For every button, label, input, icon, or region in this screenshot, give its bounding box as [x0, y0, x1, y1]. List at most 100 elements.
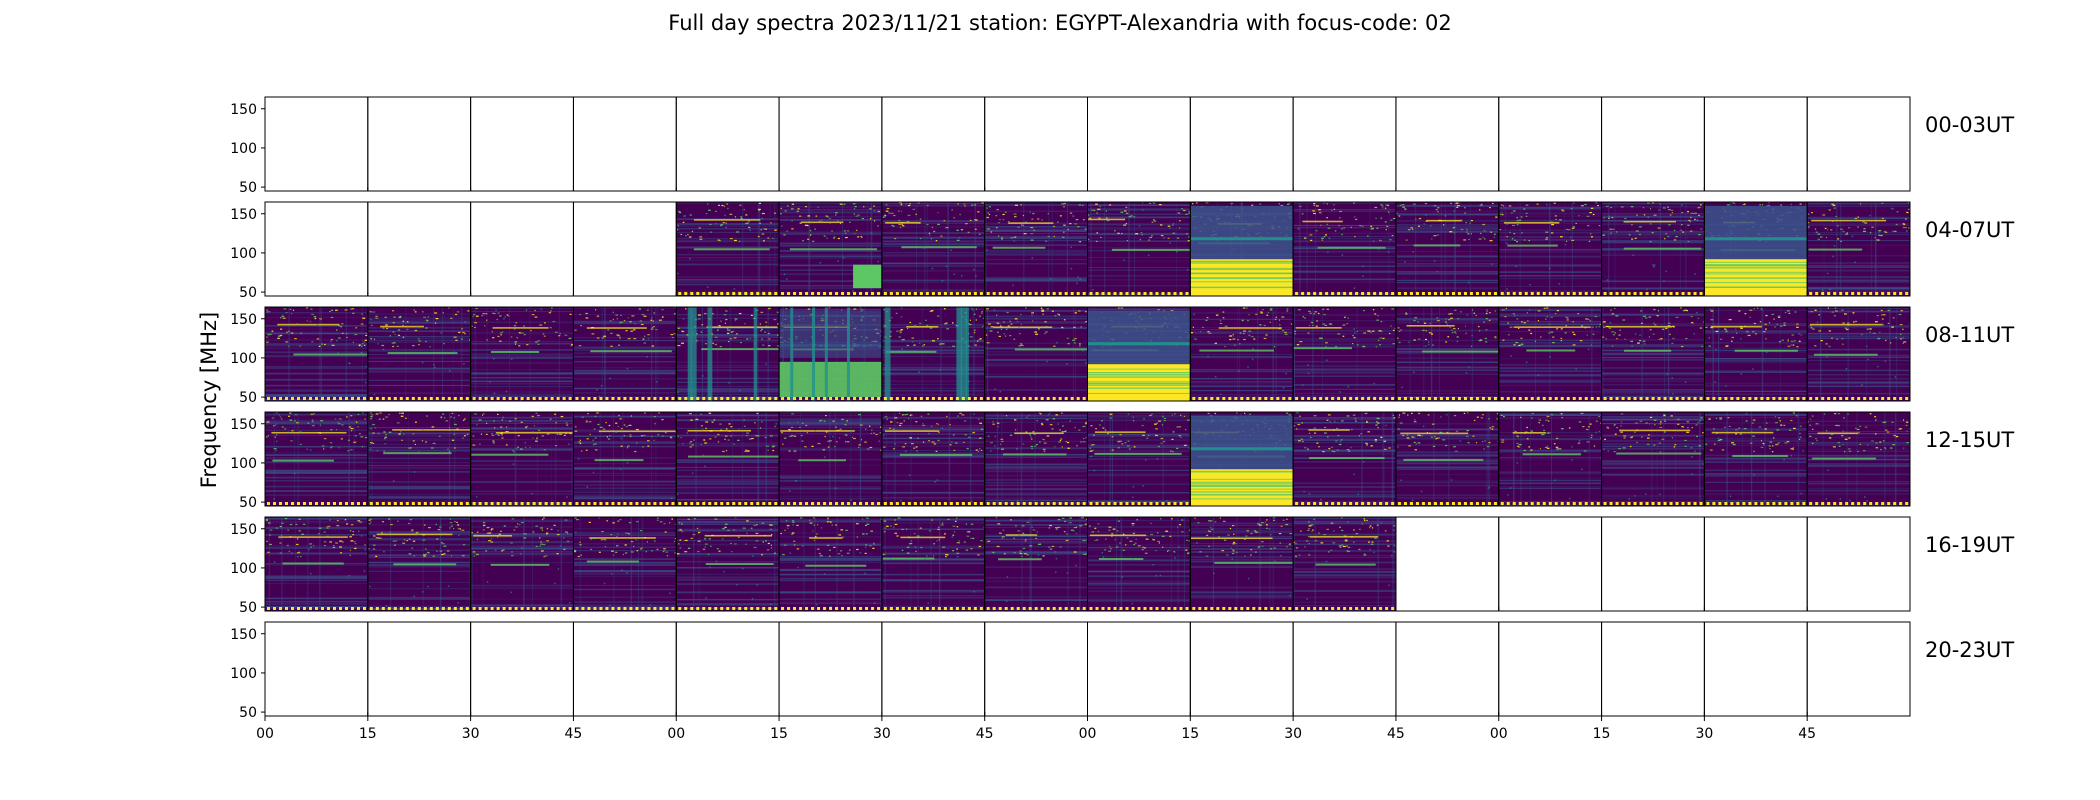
spectrum-panel [1190, 517, 1294, 611]
spectrum-panel [573, 307, 677, 401]
spectrum-panel [1704, 412, 1808, 506]
spectrum-panel [881, 307, 985, 401]
spectra-row: 150 100 50 00-03UT [230, 96, 2014, 196]
panel-frame [1189, 96, 1294, 192]
spectrum-panel [265, 517, 368, 611]
panel-frame [1087, 621, 1191, 717]
panel-frame [1498, 516, 1603, 612]
x-tick-label: 00 [1490, 726, 1508, 742]
spectrum-panel [1395, 202, 1499, 296]
panel-frame [881, 96, 986, 192]
panel-frame [1703, 96, 1808, 192]
y-tick-label: 50 [239, 285, 257, 301]
spectrum-panel [1498, 307, 1602, 401]
x-tick-label: 45 [1387, 726, 1405, 742]
row-time-label: 00-03UT [1925, 113, 2014, 137]
spectrum-panel [881, 202, 985, 296]
panel-frame [1601, 516, 1705, 612]
spectrum-panel [1395, 412, 1499, 506]
panel-frame [470, 96, 574, 192]
y-tick-label: 100 [230, 141, 257, 157]
panel-frame [1498, 621, 1603, 717]
x-tick-label: 45 [976, 726, 994, 742]
row-time-label: 08-11UT [1925, 323, 2014, 347]
y-tick-label: 150 [230, 627, 257, 643]
spectrum-panel [265, 307, 368, 401]
panel-frame [1087, 96, 1191, 192]
row-time-label: 16-19UT [1925, 533, 2014, 557]
row-time-label: 20-23UT [1925, 638, 2014, 662]
panel-frame [1703, 516, 1808, 612]
spectrum-panel [676, 307, 780, 401]
spectra-row: 150 100 50 16-19UT [230, 516, 2014, 616]
spectrum-panel [265, 412, 368, 506]
panel-frame [572, 621, 677, 717]
spectrum-panel [779, 307, 882, 401]
spectrum-panel [676, 412, 780, 506]
spectrum-panel [1601, 412, 1705, 506]
x-tick-label: 15 [1181, 726, 1199, 742]
chart-title: Full day spectra 2023/11/21 station: EGY… [668, 11, 1451, 35]
panel-frame [675, 621, 780, 717]
y-tick-label: 50 [239, 705, 257, 721]
spectrum-panel [573, 412, 677, 506]
panel-frame [1292, 621, 1397, 717]
panel-frame [984, 96, 1088, 192]
x-tick-label: 30 [462, 726, 480, 742]
panel-frame [367, 96, 472, 192]
spectrum-panel [1087, 517, 1191, 611]
y-tick-label: 150 [230, 312, 257, 328]
spectrum-panel [1293, 307, 1396, 401]
spectrum-panel [1087, 202, 1191, 296]
spectrum-panel [1704, 307, 1808, 401]
x-tick-label: 00 [667, 726, 685, 742]
y-tick-label: 50 [239, 495, 257, 511]
panel-frame [264, 621, 369, 717]
panel-frame [778, 621, 883, 717]
x-tick-label: 30 [873, 726, 891, 742]
y-tick-label: 50 [239, 180, 257, 196]
spectrum-panel [779, 202, 882, 296]
y-tick-label: 150 [230, 522, 257, 538]
spectrum-panel [779, 412, 882, 506]
row-time-label: 04-07UT [1925, 218, 2014, 242]
spectrum-panel [1087, 307, 1191, 401]
spectrum-panel [1601, 307, 1705, 401]
panel-frame [367, 201, 472, 297]
panel-frame [1806, 96, 1911, 192]
spectrum-panel [1498, 412, 1602, 506]
spectrum-panel [470, 517, 574, 611]
spectrum-panel [470, 307, 574, 401]
spectrum-panel [1087, 412, 1191, 506]
spectrum-panel [984, 517, 1088, 611]
x-tick-label: 45 [1798, 726, 1816, 742]
x-tick-label: 15 [359, 726, 377, 742]
x-axis-ticks: 00 15 30 45 00 15 30 45 00 15 30 45 00 15 30 45 [256, 716, 1816, 742]
spectrum-panel [1190, 202, 1294, 296]
spectrum-panel [1807, 412, 1910, 506]
spectrum-panel [367, 412, 471, 506]
spectrum-panel [779, 517, 882, 611]
panel-frame [1806, 516, 1911, 612]
x-tick-label: 30 [1695, 726, 1713, 742]
spectrum-panel [984, 412, 1088, 506]
y-tick-label: 150 [230, 102, 257, 118]
panel-frame [1806, 201, 1911, 297]
y-tick-label: 150 [230, 207, 257, 223]
y-tick-label: 50 [239, 600, 257, 616]
spectrum-panel [367, 517, 471, 611]
panel-frame [1601, 621, 1705, 717]
spectra-row: 150 100 50 04-07UT [230, 201, 2014, 301]
spectrum-panel [1190, 307, 1294, 401]
spectrum-panel [1498, 202, 1602, 296]
panel-frame [984, 621, 1088, 717]
panel-frame [1806, 621, 1911, 717]
panel-frame [470, 621, 574, 717]
y-tick-label: 100 [230, 666, 257, 682]
spectrum-panel [470, 412, 574, 506]
panel-frame [264, 201, 369, 297]
panel-frame [264, 96, 369, 192]
spectrum-panel [676, 517, 780, 611]
spectrum-panel [1293, 412, 1396, 506]
